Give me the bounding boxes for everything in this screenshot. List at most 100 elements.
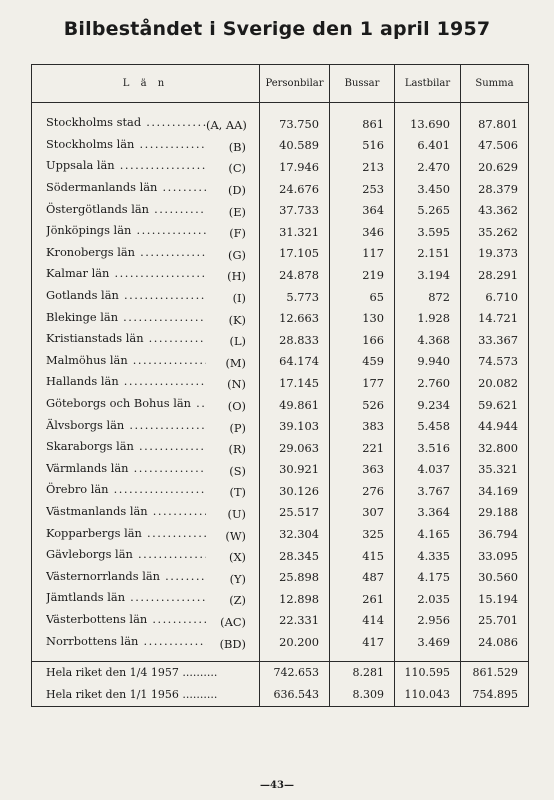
table-row: Västernorrlands län ....................… [32, 566, 529, 589]
lastbilar-cell: 4.037 [394, 458, 461, 481]
table-row: Värmlands län ..........................… [32, 458, 529, 481]
personbilar-total: 636.543 [259, 683, 330, 707]
bussar-cell: 364 [329, 199, 395, 221]
lan-cell: Norrbottens län ........................… [32, 631, 260, 653]
leader-dots: ................................... [140, 244, 206, 259]
lan-name: Malmöhus län ...........................… [46, 353, 206, 367]
personbilar-cell: 12.898 [259, 588, 330, 610]
lastbilar-cell: 2.470 [394, 156, 461, 178]
lan-cell: Kristianstads län ......................… [32, 329, 260, 351]
leader-dots: ................................... [162, 180, 206, 195]
bussar-cell: 307 [329, 501, 395, 524]
separator-cell [329, 652, 395, 662]
personbilar-cell: 5.773 [259, 285, 330, 308]
leader-dots: ................................... [138, 439, 206, 454]
table-row: Gävleborgs län .........................… [32, 544, 529, 567]
table-row: Jämtlands län ..........................… [32, 588, 529, 610]
vehicle-table: L ä n Personbilar Bussar Lastbilar Summa… [31, 64, 529, 707]
personbilar-cell: 30.126 [259, 480, 330, 502]
bussar-total: 8.309 [329, 683, 395, 707]
separator-cell [394, 652, 461, 662]
summa-cell: 28.291 [460, 264, 529, 286]
table-row: Örebro län .............................… [32, 480, 529, 502]
lastbilar-cell: 2.956 [394, 609, 461, 632]
table-row: Jönköpings län .........................… [32, 220, 529, 243]
personbilar-cell: 12.663 [259, 307, 330, 329]
personbilar-cell: 73.750 [259, 102, 330, 135]
bussar-cell: 325 [329, 523, 395, 545]
total-label: Hela riket den 1/1 1956 [46, 687, 179, 701]
personbilar-cell: 31.321 [259, 220, 330, 243]
personbilar-cell: 22.331 [259, 609, 330, 632]
lan-label: Kronobergs län [46, 244, 136, 259]
table-row: Stockholms stad ........................… [32, 102, 529, 135]
personbilar-cell: 24.676 [259, 177, 330, 200]
table-row: Södermanlands län ......................… [32, 177, 529, 200]
summa-cell: 20.082 [460, 372, 529, 394]
lan-name: Södermanlands län ......................… [46, 180, 206, 194]
personbilar-cell: 25.898 [259, 566, 330, 589]
lastbilar-cell: 1.928 [394, 307, 461, 329]
lan-cell: Skaraborgs län .........................… [32, 437, 260, 459]
lan-cell: Kalmar län .............................… [32, 264, 260, 286]
lan-name: Kopparbergs län ........................… [46, 526, 206, 540]
leader-dots: ................................... [130, 590, 206, 605]
table-row: Gotlands län ...........................… [32, 285, 529, 308]
bussar-cell: 117 [329, 242, 395, 265]
lan-code: (W) [225, 528, 246, 543]
lan-code: (O) [227, 399, 246, 414]
leader-dots: ................................... [123, 374, 206, 389]
lan-name: Göteborgs och Bohus län ................… [46, 396, 206, 410]
lan-label: Jämtlands län [46, 590, 126, 605]
summa-cell: 35.262 [460, 220, 529, 243]
lan-cell: Västernorrlands län ....................… [32, 566, 260, 588]
column-header-personbilar: Personbilar [259, 64, 330, 103]
bussar-cell: 363 [329, 458, 395, 481]
table-row: Kronobergs län .........................… [32, 242, 529, 265]
lan-name: Stockholms län .........................… [46, 137, 206, 151]
leader-dots: ................................... [152, 503, 206, 518]
lastbilar-cell: 2.151 [394, 242, 461, 265]
lastbilar-cell: 4.368 [394, 328, 461, 351]
lastbilar-cell: 6.401 [394, 134, 461, 157]
lan-label: Hallands län [46, 374, 119, 389]
lan-cell: Hallands län ...........................… [32, 372, 260, 394]
lastbilar-cell: 3.767 [394, 480, 461, 502]
lastbilar-cell: 9.940 [394, 350, 461, 373]
lan-name: Örebro län .............................… [46, 482, 206, 496]
lan-name: Uppsala län ............................… [46, 158, 206, 172]
total-row: Hela riket den 1/1 1956 .......... 636.54… [32, 683, 529, 707]
lan-code: (Y) [229, 571, 246, 586]
lan-label: Östergötlands län [46, 201, 149, 216]
personbilar-cell: 17.946 [259, 156, 330, 178]
table-header-row: L ä n Personbilar Bussar Lastbilar Summa [31, 64, 529, 103]
summa-cell: 20.629 [460, 156, 529, 178]
summa-cell: 29.188 [460, 501, 529, 524]
separator-cell [460, 652, 529, 662]
lan-label: Blekinge län [46, 309, 119, 324]
bussar-cell: 526 [329, 393, 395, 416]
table-separator [31, 652, 529, 662]
lan-code: (I) [232, 291, 246, 306]
table-row: Blekinge län ...........................… [32, 307, 529, 329]
summa-cell: 35.321 [460, 458, 529, 481]
leader-dots: ................................... [165, 568, 206, 583]
lan-label: Gävleborgs län [46, 547, 133, 562]
lan-name: Kristianstads län ......................… [46, 331, 206, 345]
lan-label: Älvsborgs län [46, 417, 125, 432]
leader-dots: ................................... [152, 611, 206, 626]
lan-cell: Örebro län .............................… [32, 480, 260, 502]
lan-name: Västerbottens län ......................… [46, 612, 206, 626]
lastbilar-cell: 9.234 [394, 393, 461, 416]
bussar-cell: 417 [329, 631, 395, 653]
lan-label: Södermanlands län [46, 180, 158, 195]
bussar-cell: 213 [329, 156, 395, 178]
lan-code: (BD) [219, 636, 246, 651]
lan-code: (G) [228, 247, 246, 262]
bussar-cell: 219 [329, 264, 395, 286]
leader-dots: ................................... [136, 223, 206, 238]
leader-dots: ................................... [123, 309, 206, 324]
lan-code: (S) [229, 463, 246, 478]
leader-dots: ................................... [148, 331, 206, 346]
lan-name: Västmanlands län .......................… [46, 504, 206, 518]
